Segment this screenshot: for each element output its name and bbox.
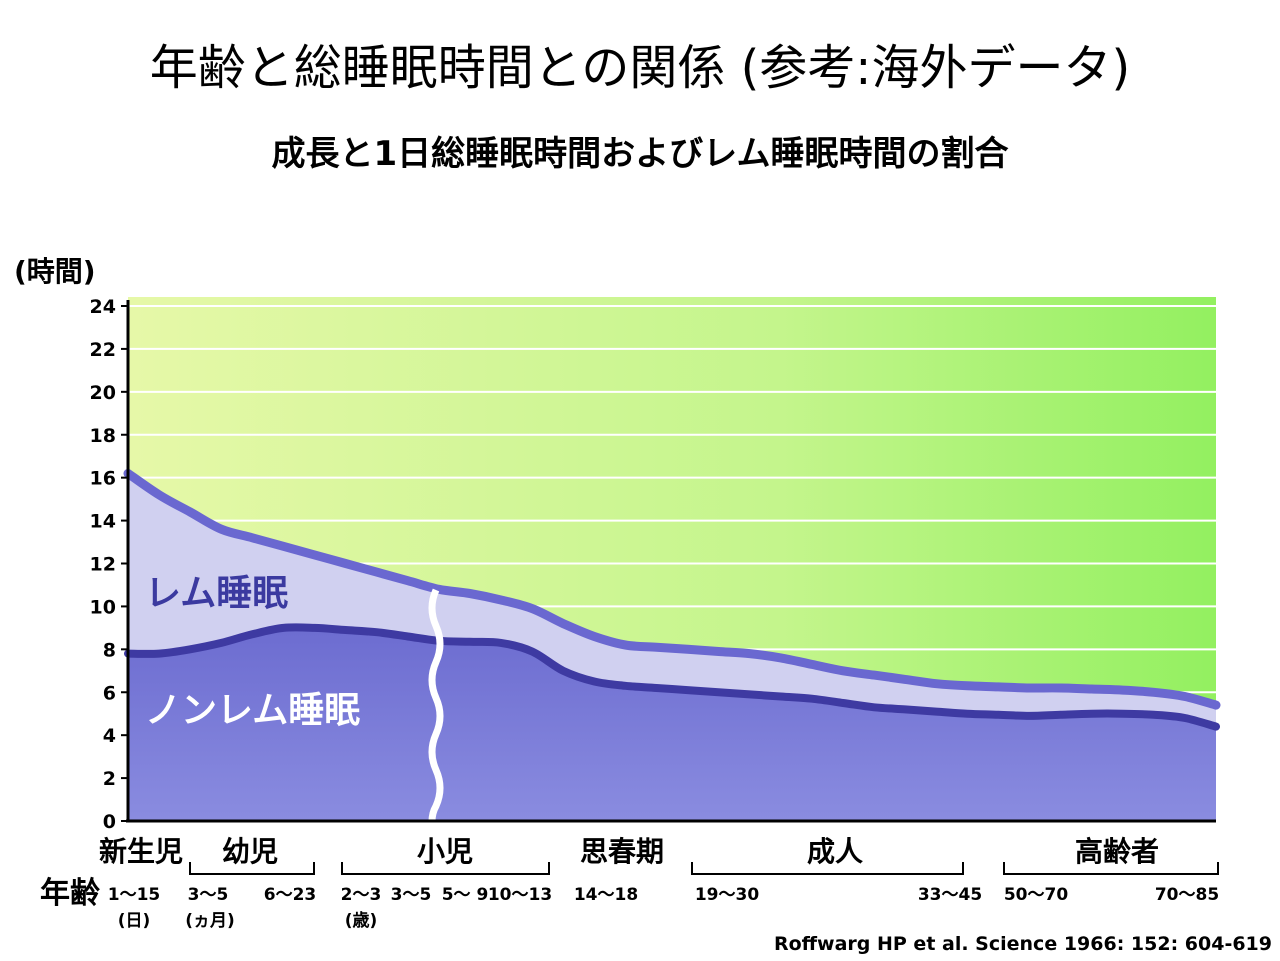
age-label: 1〜15 (108, 885, 161, 905)
age-label: 19〜30 (695, 885, 759, 905)
y-tick-label: 8 (103, 639, 116, 661)
y-tick-label: 6 (103, 682, 116, 704)
nrem-sleep-line (124, 623, 1220, 731)
y-tick-label: 22 (90, 339, 116, 361)
age-label: 70〜85 (1155, 885, 1219, 905)
chart-subtitle: 成長と1日総睡眠時間およびレム睡眠時間の割合 (271, 134, 1009, 174)
age-label: 2〜3 (341, 885, 382, 905)
stage-label: 高齢者 (1075, 835, 1159, 868)
axis-break-mark (428, 588, 444, 842)
age-unit-label: (日) (118, 911, 151, 931)
rem-sleep-label: レム睡眠 (145, 573, 288, 614)
stage-label: 思春期 (580, 835, 664, 868)
y-tick-label: 20 (90, 382, 116, 404)
stage-label: 幼児 (222, 835, 278, 868)
age-label: 6〜23 (264, 885, 317, 905)
page-title: 年齢と総睡眠時間との関係 (参考:海外データ) (149, 40, 1131, 96)
y-tick-label: 2 (103, 768, 116, 790)
age-label: 3〜5 (391, 885, 432, 905)
stage-bracket (189, 862, 315, 875)
age-label: 5〜 9 (442, 885, 489, 905)
y-tick-label: 14 (90, 511, 116, 533)
age-label: 33〜45 (918, 885, 982, 905)
stage-bracket (691, 862, 964, 875)
stage-label: 新生児 (99, 835, 183, 868)
y-axis-label: (時間) (14, 255, 96, 288)
age-label: 10〜13 (488, 885, 552, 905)
source-citation: Roffwarg HP et al. Science 1966: 152: 60… (773, 933, 1272, 955)
stage-bracket (1003, 862, 1219, 875)
age-unit-label: (ヵ月) (185, 911, 235, 931)
stage-label: 小児 (417, 835, 473, 868)
y-tick-label: 4 (103, 725, 116, 747)
y-tick-label: 10 (90, 596, 116, 618)
age-unit-label: (歳) (345, 910, 378, 931)
y-tick-label: 18 (90, 425, 116, 447)
x-axis-label: 年齢 (40, 876, 100, 911)
stage-label: 成人 (807, 835, 863, 868)
age-label: 3〜5 (188, 885, 229, 905)
rem-sleep-line (123, 468, 1221, 710)
y-tick-label: 16 (90, 468, 116, 490)
nrem-sleep-label: ノンレム睡眠 (145, 690, 360, 731)
y-tick-label: 12 (90, 554, 116, 576)
stage-bracket (341, 862, 550, 875)
nrem-sleep-area (128, 627, 1216, 821)
y-tick-label: 24 (90, 296, 116, 318)
y-tick-label: 0 (103, 811, 116, 833)
age-label: 50〜70 (1004, 885, 1068, 905)
age-label: 14〜18 (574, 885, 638, 905)
